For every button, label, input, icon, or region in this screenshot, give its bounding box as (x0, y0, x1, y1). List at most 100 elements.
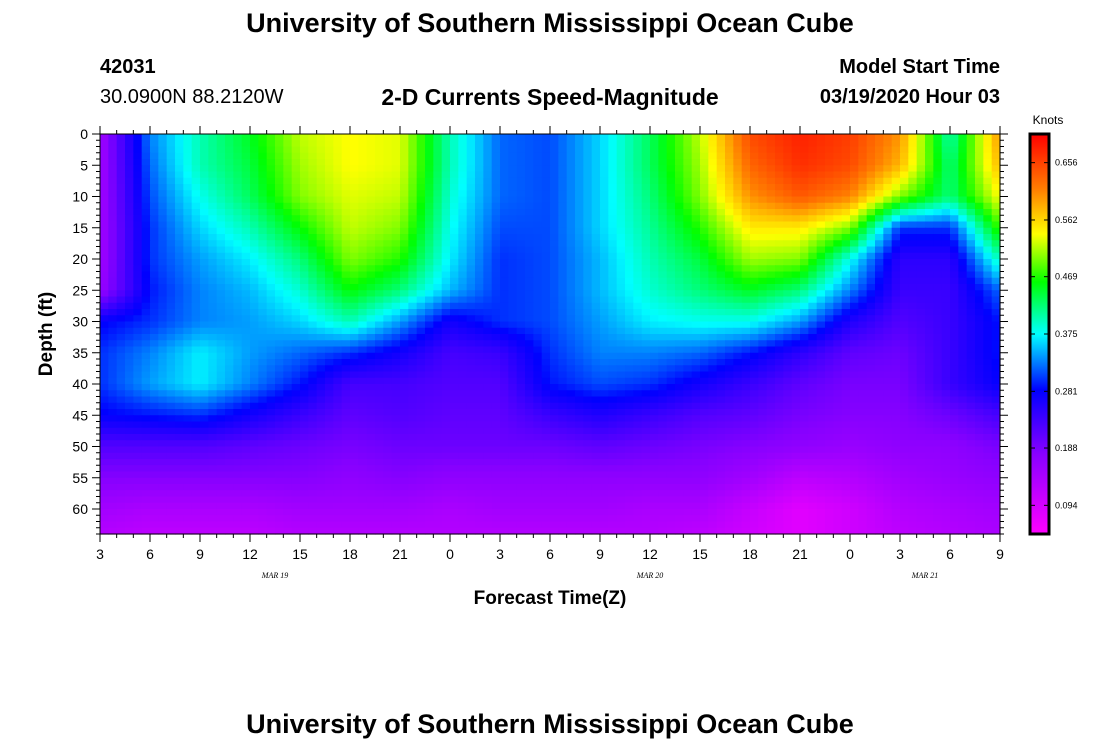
heatmap-cell (408, 415, 418, 423)
heatmap-cell (466, 152, 476, 160)
heatmap-cell (741, 277, 751, 285)
heatmap-cell (641, 202, 651, 210)
heatmap-cell (108, 159, 118, 166)
heatmap-cell (475, 402, 484, 410)
heatmap-cell (758, 290, 768, 298)
heatmap-cell (675, 190, 684, 198)
heatmap-cell (558, 352, 568, 360)
heatmap-cell (591, 377, 601, 385)
heatmap-cell (933, 359, 943, 366)
heatmap-cell (858, 309, 868, 316)
heatmap-cell (950, 352, 959, 360)
heatmap-cell (950, 246, 959, 254)
heatmap-cell (116, 390, 126, 398)
heatmap-cell (258, 246, 268, 254)
heatmap-cell (816, 321, 826, 329)
heatmap-cell (350, 215, 359, 223)
heatmap-cell (450, 134, 459, 141)
heatmap-cell (591, 152, 601, 160)
heatmap-cell (516, 309, 526, 316)
heatmap-cell (616, 296, 626, 304)
heatmap-cell (791, 190, 801, 198)
heatmap-cell (691, 346, 701, 354)
heatmap-cell (708, 309, 718, 316)
heatmap-cell (833, 290, 843, 298)
heatmap-cell (300, 352, 309, 360)
heatmap-cell (308, 146, 318, 154)
heatmap-cell (741, 346, 751, 354)
heatmap-cell (225, 409, 234, 416)
heatmap-cell (708, 171, 718, 179)
heatmap-cell (225, 352, 234, 360)
heatmap-cell (408, 252, 418, 260)
heatmap-cell (633, 171, 643, 179)
heatmap-cell (516, 346, 526, 354)
heatmap-cell (200, 259, 209, 266)
heatmap-cell (450, 184, 459, 191)
heatmap-cell (283, 377, 293, 385)
heatmap-cell (266, 177, 276, 185)
heatmap-cell (541, 302, 551, 310)
heatmap-cell (775, 246, 784, 254)
heatmap-cell (333, 146, 343, 154)
heatmap-cell (650, 221, 659, 229)
heatmap-cell (933, 365, 943, 373)
heatmap-cell (408, 165, 418, 173)
heatmap-cell (675, 246, 684, 254)
heatmap-cell (958, 396, 968, 404)
heatmap-cell (833, 265, 843, 273)
heatmap-cell (708, 377, 718, 385)
heatmap-cell (908, 352, 918, 360)
heatmap-cell (708, 221, 718, 229)
heatmap-cell (141, 184, 151, 191)
heatmap-cell (775, 296, 784, 304)
heatmap-cell (258, 365, 268, 373)
heatmap-cell (300, 346, 309, 354)
heatmap-cell (858, 140, 868, 148)
heatmap-cell (983, 309, 993, 316)
heatmap-cell (483, 196, 493, 204)
heatmap-cell (833, 240, 843, 248)
heatmap-cell (741, 234, 751, 241)
heatmap-cell (866, 290, 876, 298)
heatmap-cell (466, 190, 476, 198)
heatmap-cell (525, 184, 534, 191)
heatmap-cell (225, 215, 234, 223)
heatmap-cell (166, 315, 176, 323)
heatmap-cell (650, 259, 659, 266)
heatmap-cell (825, 321, 834, 329)
heatmap-cell (641, 346, 651, 354)
heatmap-cell (850, 334, 859, 341)
heatmap-cell (416, 234, 426, 241)
heatmap-cell (866, 271, 876, 279)
heatmap-cell (200, 215, 209, 223)
heatmap-cell (350, 202, 359, 210)
heatmap-cell (508, 309, 518, 316)
heatmap-cell (625, 327, 634, 335)
heatmap-cell (383, 365, 393, 373)
heatmap-cell (608, 259, 618, 266)
heatmap-cell (700, 402, 709, 410)
heatmap-cell (475, 340, 484, 348)
heatmap-cell (541, 165, 551, 173)
heatmap-cell (258, 302, 268, 310)
heatmap-cell (408, 334, 418, 341)
heatmap-cell (316, 340, 326, 348)
heatmap-cell (925, 309, 934, 316)
heatmap-cell (333, 321, 343, 329)
heatmap-cell (191, 215, 201, 223)
heatmap-cell (183, 209, 193, 216)
heatmap-cell (666, 284, 676, 291)
heatmap-cell (541, 340, 551, 348)
heatmap-cell (866, 259, 876, 266)
heatmap-cell (225, 234, 234, 241)
heatmap-cell (266, 327, 276, 335)
heatmap-cell (600, 240, 609, 248)
heatmap-cell (116, 202, 126, 210)
heatmap-cell (158, 265, 168, 273)
heatmap-cell (708, 302, 718, 310)
heatmap-cell (616, 234, 626, 241)
heatmap-cell (425, 246, 434, 254)
heatmap-cell (175, 352, 184, 360)
heatmap-cell (358, 140, 368, 148)
